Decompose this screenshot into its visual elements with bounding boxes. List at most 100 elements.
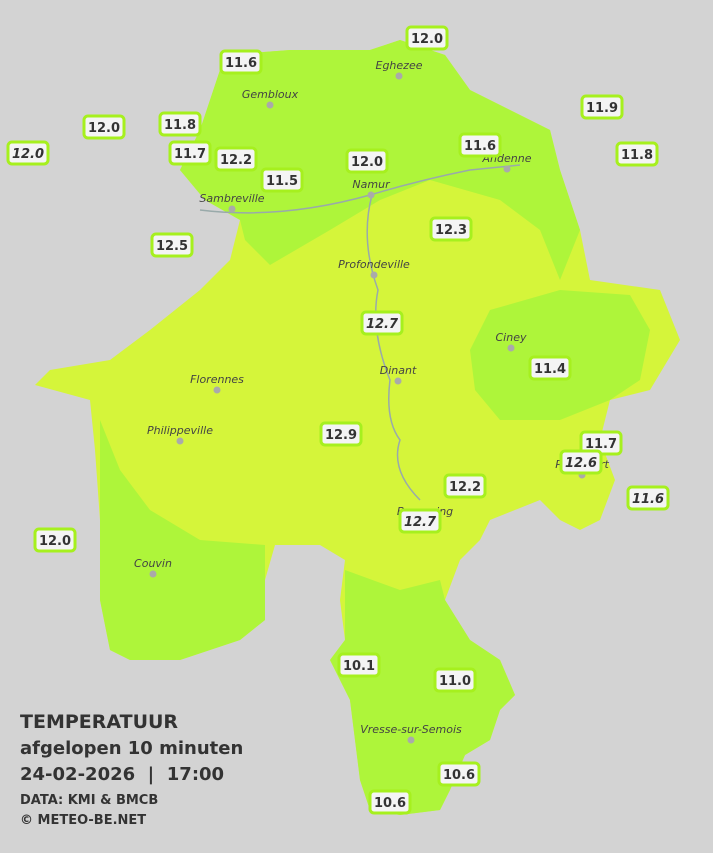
city-label: Namur: [352, 178, 391, 191]
station-box: [580, 94, 624, 120]
station-box: [528, 355, 572, 381]
station: 10.6: [437, 761, 481, 787]
station-box: [615, 141, 659, 167]
station-value: 10.6: [374, 796, 406, 811]
station-value: 12.3: [435, 223, 467, 238]
station-box: [150, 232, 194, 258]
station-box: [368, 789, 412, 815]
station: 11.9: [580, 94, 624, 120]
city-label: Gembloux: [242, 88, 299, 101]
station-value: 11.4: [534, 362, 566, 377]
station: 10.1: [337, 652, 381, 678]
city-dot: [370, 271, 378, 279]
station-box: [214, 146, 258, 172]
city-label: Couvin: [134, 557, 172, 570]
station: 12.2: [214, 146, 258, 172]
station-box: [559, 449, 603, 475]
station-value: 11.8: [621, 148, 653, 163]
station-box: [429, 216, 473, 242]
city-label: Ciney: [496, 331, 527, 344]
station-value: 10.1: [343, 659, 375, 674]
city-dot: [407, 736, 415, 744]
station-value: 11.6: [632, 492, 664, 507]
city-label: Profondeville: [338, 258, 410, 271]
station-box: [319, 421, 363, 447]
station-value: 11.8: [164, 118, 196, 133]
station-box: [219, 49, 263, 75]
station-value: 12.0: [351, 155, 383, 170]
station-box: [458, 132, 502, 158]
station: 11.6: [626, 485, 670, 511]
station-value: 11.6: [464, 139, 496, 154]
station: 11.6: [219, 49, 263, 75]
station-value: 12.2: [449, 480, 481, 495]
city-dot: [228, 205, 236, 213]
station-box: [337, 652, 381, 678]
city-dot: [503, 165, 511, 173]
city-dot: [395, 72, 403, 80]
station-value: 12.0: [88, 121, 120, 136]
station-value: 12.0: [411, 32, 443, 47]
station: 11.0: [433, 667, 477, 693]
station: 11.8: [158, 111, 202, 137]
city-dot: [213, 386, 221, 394]
station: 11.6: [458, 132, 502, 158]
station: 12.5: [150, 232, 194, 258]
station: 11.8: [615, 141, 659, 167]
station: 12.0: [345, 148, 389, 174]
city-dot: [394, 377, 402, 385]
station-value: 11.6: [225, 56, 257, 71]
city-label: Sambreville: [199, 192, 264, 205]
station: 10.6: [368, 789, 412, 815]
station-value: 12.5: [156, 239, 188, 254]
station: 12.7: [360, 310, 404, 336]
station-value: 11.5: [266, 174, 298, 189]
station-box: [360, 310, 404, 336]
legend-subtitle: afgelopen 10 minuten: [20, 738, 243, 759]
station-value: 12.2: [220, 153, 252, 168]
station: 12.9: [319, 421, 363, 447]
station-box: [158, 111, 202, 137]
station-box: [433, 667, 477, 693]
station-value: 11.9: [586, 101, 618, 116]
station-box: [33, 527, 77, 553]
city-dot: [507, 344, 515, 352]
station-box: [398, 508, 442, 534]
station: 12.0: [33, 527, 77, 553]
station-value: 12.0: [39, 534, 71, 549]
station-box: [345, 148, 389, 174]
station-value: 11.7: [174, 147, 206, 162]
station-box: [260, 167, 304, 193]
station-value: 12.7: [404, 515, 437, 530]
city-dot: [176, 437, 184, 445]
station-value: 11.7: [585, 437, 617, 452]
station: 11.5: [260, 167, 304, 193]
station-value: 11.0: [439, 674, 471, 689]
station-value: 10.6: [443, 768, 475, 783]
station: 11.4: [528, 355, 572, 381]
station: 12.7: [398, 508, 442, 534]
station-box: [437, 761, 481, 787]
station: 12.2: [443, 473, 487, 499]
city-dot: [367, 191, 375, 199]
station-box: [443, 473, 487, 499]
city-label: Vresse-sur-Semois: [360, 723, 462, 736]
station: 12.6: [559, 449, 603, 475]
legend-source: DATA: KMI & BMCB: [20, 793, 158, 808]
station-value: 12.6: [565, 456, 597, 471]
city-dot: [266, 101, 274, 109]
station: 12.3: [429, 216, 473, 242]
station: 12.0: [82, 114, 126, 140]
legend-copyright: © METEO-BE.NET: [20, 813, 146, 828]
station-box: [626, 485, 670, 511]
legend: TEMPERATUUR afgelopen 10 minuten 24-02-2…: [20, 711, 243, 828]
station-box: [82, 114, 126, 140]
city-label: Florennes: [190, 373, 244, 386]
city-label: Dinant: [380, 364, 417, 377]
station-box: [405, 25, 449, 51]
city-label: Eghezee: [376, 59, 423, 72]
station-value: 12.7: [366, 317, 399, 332]
station-value: 12.9: [325, 428, 357, 443]
station-box: [168, 140, 212, 166]
